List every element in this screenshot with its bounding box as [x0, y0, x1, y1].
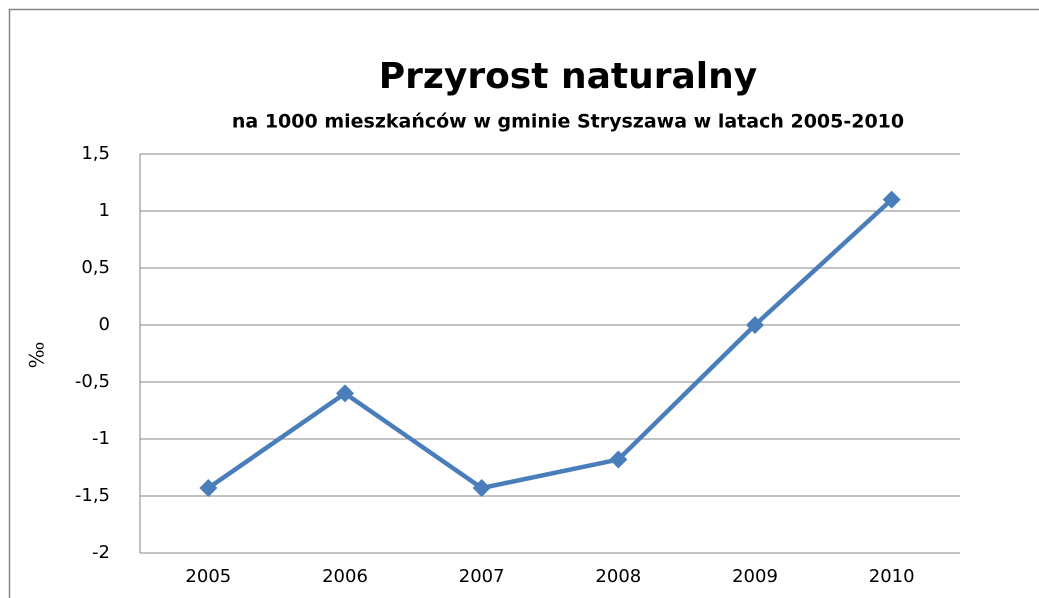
chart-subtitle: na 1000 mieszkańców w gminie Stryszawa w… [232, 111, 904, 133]
y-tick-label: 0 [99, 314, 110, 335]
y-tick-label: -1,5 [75, 485, 110, 506]
chart-border [8, 8, 1039, 598]
y-tick-label: -0,5 [75, 371, 110, 392]
y-tick-label: -2 [92, 542, 110, 563]
y-axis-label: ‰ [25, 342, 49, 369]
y-tick-label: 0,5 [81, 257, 110, 278]
series-line [207, 197, 894, 491]
chart-title: Przyrost naturalny [379, 56, 757, 97]
x-tick-label: 2005 [185, 566, 231, 587]
y-tick-label: -1 [92, 428, 110, 449]
data-point [472, 479, 491, 498]
data-point [882, 190, 901, 209]
x-tick-label: 2008 [595, 566, 641, 587]
x-tick-label: 2009 [732, 566, 778, 587]
y-tick-label: 1 [99, 200, 110, 221]
data-point [609, 450, 628, 469]
x-tick-label: 2007 [459, 566, 505, 587]
y-tick-label: 1,5 [81, 143, 110, 164]
data-point [746, 316, 764, 334]
x-tick-label: 2010 [869, 566, 915, 587]
data-point [199, 479, 218, 498]
x-tick-label: 2006 [322, 566, 368, 587]
data-point [336, 384, 354, 403]
